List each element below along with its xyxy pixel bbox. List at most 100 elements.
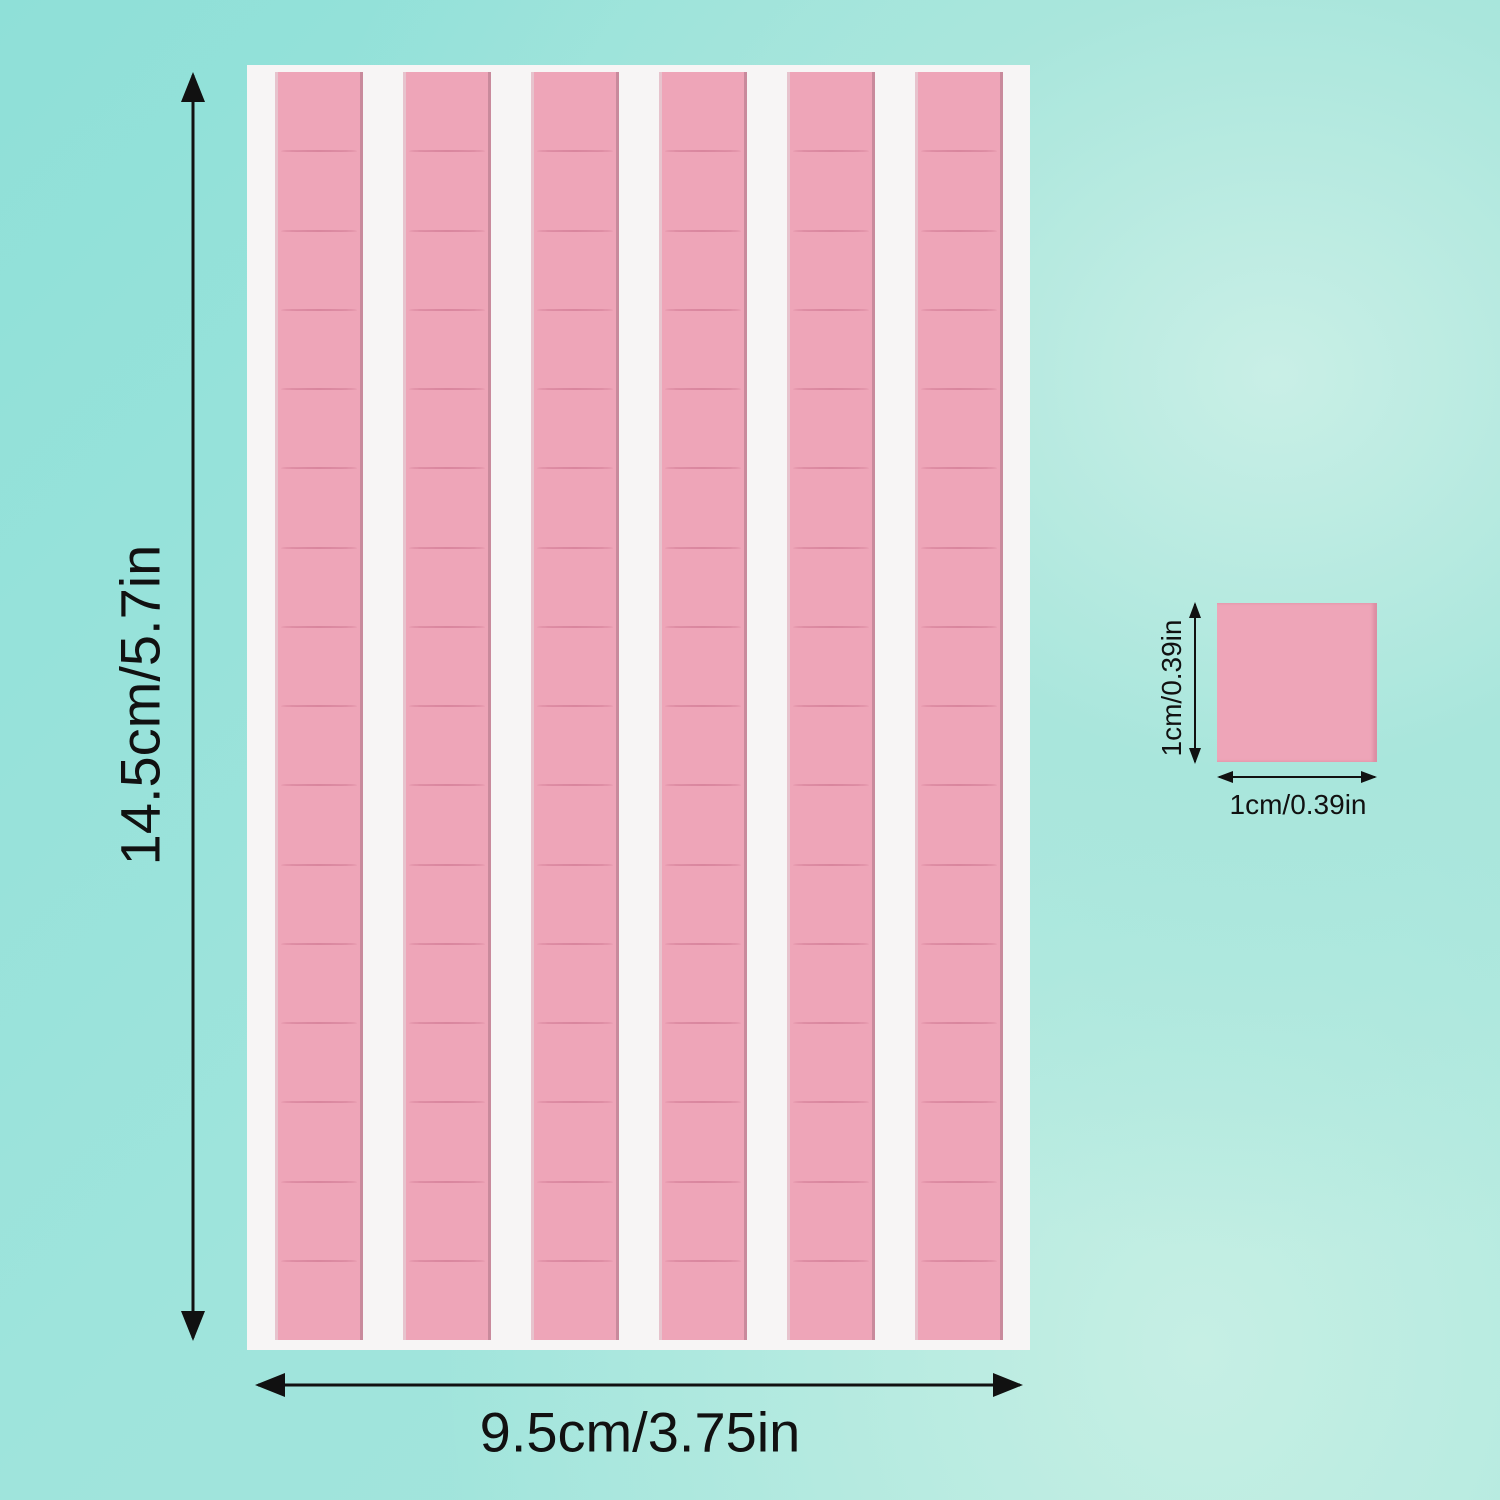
square-divider (537, 625, 613, 628)
square-divider (281, 388, 357, 390)
square-divider (793, 388, 869, 390)
adhesive-strip (275, 72, 363, 1340)
square-divider (409, 1022, 485, 1024)
square-divider (921, 467, 997, 470)
square-divider (793, 625, 869, 628)
square-divider (409, 1180, 485, 1183)
square-divider (409, 705, 485, 707)
square-divider (665, 625, 741, 628)
square-divider (537, 308, 613, 311)
square-divider (281, 863, 357, 866)
square-divider (665, 1259, 741, 1262)
square-divider (537, 467, 613, 470)
height-label: 14.5cm/5.7in (108, 544, 172, 866)
square-divider (665, 942, 741, 945)
square-divider (665, 308, 741, 311)
square-divider (537, 150, 613, 153)
square-divider (921, 546, 997, 549)
square-divider (665, 1022, 741, 1024)
square-divider (665, 1180, 741, 1183)
square-divider (921, 784, 997, 787)
square-divider (921, 1259, 997, 1262)
square-divider (537, 546, 613, 549)
square-divider (793, 467, 869, 470)
square-divider (921, 150, 997, 153)
square-divider (409, 625, 485, 628)
square-divider (793, 308, 869, 311)
square-divider (793, 784, 869, 787)
square-divider (921, 308, 997, 311)
square-height-label: 1cm/0.39in (1156, 619, 1187, 757)
square-width-label: 1cm/0.39in (1229, 789, 1367, 820)
square-divider (665, 388, 741, 390)
square-divider (793, 1022, 869, 1024)
adhesive-strip (915, 72, 1003, 1340)
square-divider (281, 229, 357, 232)
square-divider (665, 546, 741, 549)
square-divider (409, 863, 485, 866)
square-divider (793, 1180, 869, 1183)
square-divider (665, 150, 741, 153)
square-divider (793, 1101, 869, 1104)
adhesive-sheet (247, 65, 1030, 1350)
square-divider (921, 1101, 997, 1104)
square-divider (921, 229, 997, 232)
square-divider (281, 625, 357, 628)
square-divider (921, 863, 997, 866)
square-divider (921, 1022, 997, 1024)
square-divider (281, 1022, 357, 1024)
square-divider (537, 942, 613, 945)
square-divider (409, 308, 485, 311)
square-divider (921, 625, 997, 628)
adhesive-strip (531, 72, 619, 1340)
square-divider (537, 1259, 613, 1262)
square-divider (793, 705, 869, 707)
square-divider (281, 784, 357, 787)
square-divider (537, 784, 613, 787)
width-label: 9.5cm/3.75in (479, 1400, 801, 1464)
square-divider (921, 1180, 997, 1183)
square-divider (409, 1101, 485, 1104)
square-divider (921, 942, 997, 945)
square-divider (409, 388, 485, 390)
square-divider (281, 1180, 357, 1183)
square-divider (537, 705, 613, 707)
square-divider (793, 229, 869, 232)
square-divider (409, 784, 485, 787)
square-divider (409, 942, 485, 945)
square-divider (281, 705, 357, 707)
square-divider (665, 229, 741, 232)
square-divider (537, 229, 613, 232)
square-divider (281, 1101, 357, 1104)
square-divider (665, 1101, 741, 1104)
square-divider (537, 388, 613, 390)
square-divider (793, 150, 869, 153)
square-divider (409, 546, 485, 549)
square-divider (793, 863, 869, 866)
square-divider (921, 388, 997, 390)
adhesive-strip (659, 72, 747, 1340)
adhesive-strip (787, 72, 875, 1340)
square-divider (665, 467, 741, 470)
square-divider (281, 1259, 357, 1262)
square-divider (793, 546, 869, 549)
square-divider (281, 546, 357, 549)
square-divider (281, 150, 357, 153)
square-divider (409, 467, 485, 470)
square-divider (409, 150, 485, 153)
square-divider (665, 784, 741, 787)
square-divider (281, 308, 357, 311)
square-divider (409, 1259, 485, 1262)
adhesive-strip (403, 72, 491, 1340)
square-divider (537, 863, 613, 866)
square-divider (665, 863, 741, 866)
square-divider (793, 942, 869, 945)
square-divider (793, 1259, 869, 1262)
square-divider (921, 705, 997, 707)
square-divider (665, 705, 741, 707)
square-divider (281, 942, 357, 945)
square-divider (409, 229, 485, 232)
square-divider (537, 1022, 613, 1024)
square-divider (281, 467, 357, 470)
